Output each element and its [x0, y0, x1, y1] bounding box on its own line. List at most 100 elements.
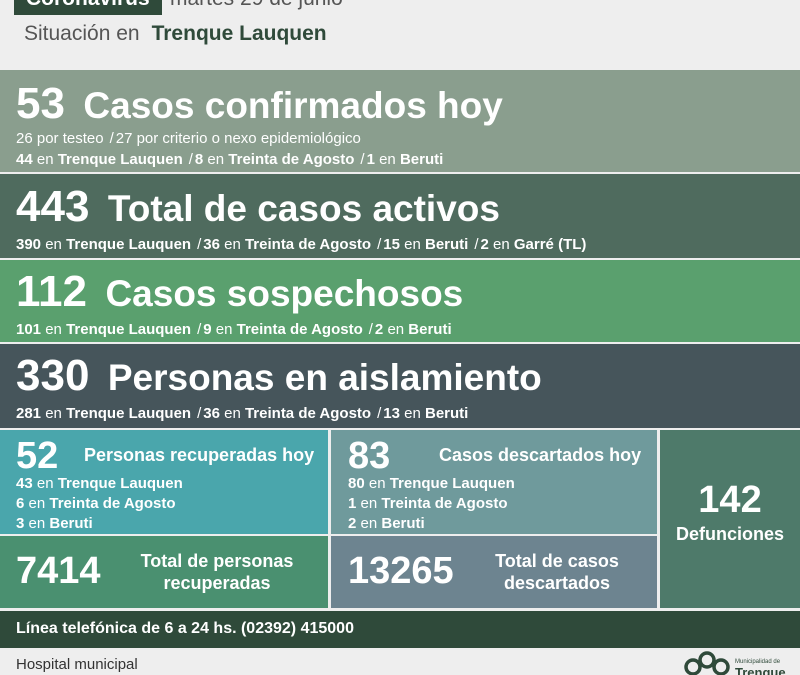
place-count: 43 [16, 475, 33, 492]
confirmed-title: Casos confirmados hoy [83, 85, 503, 126]
place-count: 2 [374, 321, 384, 338]
en-word: en [36, 151, 54, 168]
confirmed-number: 53 [16, 79, 65, 128]
place-name: Trenque Lauquen [57, 151, 183, 168]
en-word: en [493, 236, 510, 253]
en-word: en [404, 405, 421, 422]
place-count: 36 [203, 405, 220, 422]
place-count: 80 [348, 475, 365, 492]
place-name: Trenque Lauquen [66, 236, 192, 253]
active-number: 443 [16, 182, 90, 231]
discarded-number: 83 [348, 435, 391, 477]
place-count: 1 [366, 151, 375, 168]
recovered-line: 3 en Beruti [16, 514, 93, 534]
isolation-place-line: 281 en Trenque Lauquen/36 en Treinta de … [16, 405, 469, 422]
en-word: en [215, 321, 233, 338]
recovered-line: 43 en Trenque Lauquen [16, 474, 183, 494]
place-name: Beruti [399, 151, 444, 168]
recovered-total-panel: 7414 Total de personas recuperadas [0, 536, 328, 608]
discarded-label: Casos descartados hoy [439, 445, 642, 465]
isolation-band: 330 Personas en aislamiento 281 en Trenq… [0, 344, 800, 428]
active-place-line: 390 en Trenque Lauquen/36 en Treinta de … [16, 236, 587, 253]
logo-small-text: Municipalidad de [735, 659, 781, 665]
en-word: en [207, 151, 225, 168]
en-word: en [379, 151, 396, 168]
isolation-number: 330 [16, 351, 90, 400]
suspect-band: 112 Casos sospechosos 101 en Trenque Lau… [0, 260, 800, 342]
coronavirus-tag: Coronavirus [14, 0, 162, 15]
place-name: Trenque Lauquen [66, 321, 192, 338]
discarded-total-panel: 13265 Total de casos descartados [331, 536, 657, 608]
phone-bar: Línea telefónica de 6 a 24 hs. (02392) 4… [0, 611, 800, 648]
logo-big-text: Trenque [735, 665, 786, 675]
place-name: Trenque Lauquen [389, 475, 515, 492]
municipality-logo: Municipalidad de Trenque [683, 650, 800, 675]
place-name: Beruti [408, 321, 452, 338]
place-count: 101 [16, 321, 42, 338]
place-name: Beruti [424, 405, 469, 422]
confirmed-place-line: 44 en Trenque Lauquen/8 en Treinta de Ag… [16, 151, 444, 168]
confirmed-method-line: 26 por testeo/27 por criterio o nexo epi… [16, 130, 361, 147]
date-label: martes 29 de junio [170, 0, 343, 12]
place-name: Treinta de Agosto [236, 321, 363, 338]
recovered-label: Personas recuperadas hoy [84, 445, 315, 465]
place-name: Treinta de Agosto [49, 495, 176, 512]
place-name: Trenque Lauquen [57, 475, 183, 492]
place-name: Treinta de Agosto [244, 236, 372, 253]
place-count: 15 [383, 236, 400, 253]
recovered-number: 52 [16, 435, 59, 477]
place-count: 281 [16, 405, 42, 422]
recovered-total-label: Total de personas recuperadas [128, 550, 306, 594]
deaths-number: 142 [698, 479, 762, 521]
active-band: 443 Total de casos activos 390 en Trenqu… [0, 174, 800, 258]
discarded-total-label: Total de casos descartados [483, 550, 631, 594]
en-word: en [45, 321, 62, 338]
suspect-number: 112 [16, 267, 87, 316]
isolation-title: Personas en aislamiento [107, 357, 542, 398]
en-word: en [28, 515, 46, 532]
en-word: en [360, 495, 378, 512]
en-word: en [45, 236, 62, 253]
place-count: 36 [203, 236, 220, 253]
confirmed-by-test: 26 por testeo [16, 130, 104, 147]
en-word: en [360, 515, 378, 532]
situation-label: Situación en [24, 22, 140, 45]
place-name: Beruti [381, 515, 425, 532]
recovered-total-number: 7414 [16, 550, 101, 592]
discarded-line: 2 en Beruti [348, 514, 425, 534]
en-word: en [387, 321, 405, 338]
discarded-line: 1 en Treinta de Agosto [348, 494, 508, 514]
suspect-place-line: 101 en Trenque Lauquen/9 en Treinta de A… [16, 321, 452, 338]
recovered-line: 6 en Treinta de Agosto [16, 494, 176, 514]
en-word: en [224, 405, 241, 422]
active-title: Total de casos activos [107, 188, 500, 229]
en-word: en [28, 495, 46, 512]
en-word: en [45, 405, 62, 422]
hospital-label: Hospital municipal [16, 656, 138, 673]
deaths-label: Defunciones [675, 524, 785, 544]
discarded-total-number: 13265 [348, 550, 454, 592]
discarded-panel: 83 Casos descartados hoy 80 en Trenque L… [331, 430, 657, 534]
place-count: 1 [348, 495, 357, 512]
place-count: 13 [383, 405, 400, 422]
place-name: Beruti [424, 236, 469, 253]
place-count: 2 [348, 515, 357, 532]
place-name: Treinta de Agosto [381, 495, 508, 512]
discarded-line: 80 en Trenque Lauquen [348, 474, 515, 494]
logo-mark-icon [684, 651, 730, 675]
place-name: Treinta de Agosto [244, 405, 372, 422]
place-name: Garré (TL) [513, 236, 587, 253]
en-word: en [36, 475, 54, 492]
place-name: Beruti [49, 515, 93, 532]
place-count: 44 [16, 151, 33, 168]
city-name: Trenque Lauquen [151, 22, 327, 45]
phone-line: Línea telefónica de 6 a 24 hs. (02392) 4… [16, 620, 354, 637]
deaths-panel: 142 Defunciones [660, 430, 800, 608]
confirmed-band: 53 Casos confirmados hoy 26 por testeo/2… [0, 70, 800, 172]
situation-line: Situación en Trenque Lauquen [24, 22, 327, 46]
recovered-total-label-1: Total de personas [140, 551, 294, 571]
discarded-total-label-2: descartados [503, 573, 611, 593]
place-name: Trenque Lauquen [66, 405, 192, 422]
place-count: 6 [16, 495, 25, 512]
suspect-title: Casos sospechosos [105, 273, 464, 314]
